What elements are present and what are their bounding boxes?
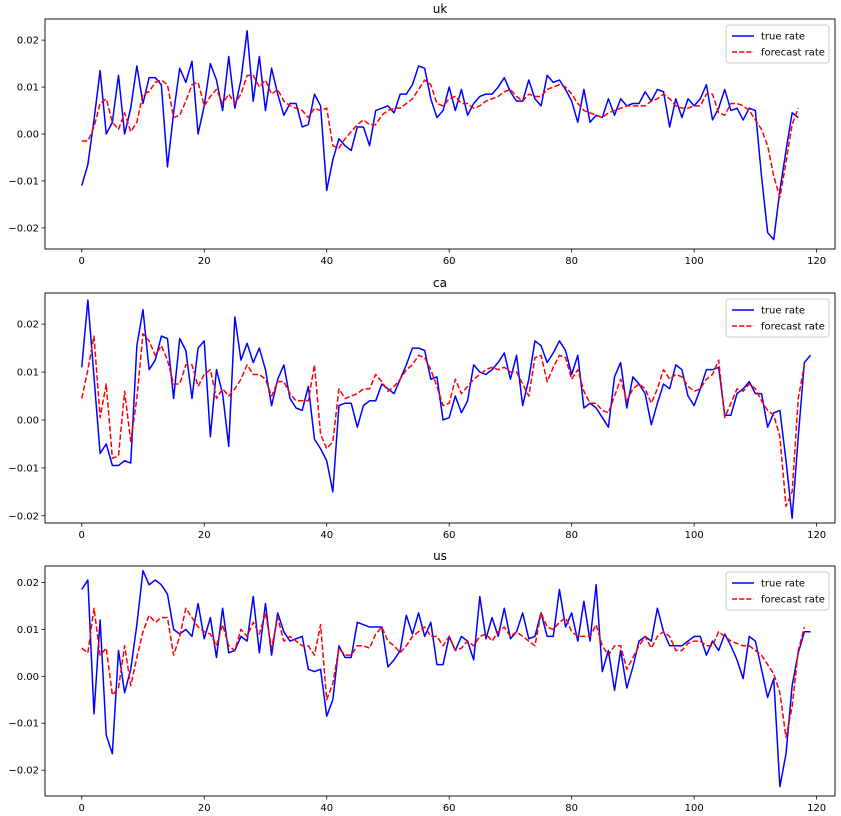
x-tick-label: 120 [807,256,826,267]
legend-label: forecast rate [761,322,825,333]
x-tick-label: 80 [565,803,578,814]
y-tick-label: 0.01 [17,368,39,379]
legend-label: true rate [761,32,805,43]
series-line-true-rate [81,569,811,788]
x-tick-label: 100 [685,256,704,267]
x-tick-label: 0 [79,256,85,267]
axes-frame [44,292,836,524]
x-tick-label: 80 [565,530,578,541]
y-tick-label: 0.01 [17,83,39,94]
series-line-true-rate [81,29,799,241]
series-line-forecast-rate [81,74,799,199]
subplot-us: us 0 20 40 60 80 100 120 −0.02 −0.01 0.00 0.01 0.02 t… [8,549,836,814]
legend: true rate forecast rate [725,24,830,64]
x-tick-label: 80 [565,256,578,267]
y-tick-label: −0.02 [8,766,39,777]
axes-frame [44,565,836,797]
chart-title: us [433,549,447,563]
y-tick-label: −0.01 [8,463,39,474]
series-line-forecast-rate [81,607,806,739]
x-tick-label: 0 [79,803,85,814]
x-tick-label: 100 [685,803,704,814]
y-tick-label: 0.01 [17,625,39,636]
legend-frame [725,24,830,64]
y-tick-label: −0.02 [8,511,39,522]
y-tick-label: 0.02 [17,320,39,331]
y-tick-label: −0.01 [8,176,39,187]
y-tick-label: 0.02 [17,578,39,589]
x-tick-label: 20 [198,256,211,267]
y-tick-label: 0.00 [17,415,39,426]
legend-frame [725,298,830,338]
series-line-true-rate [80,299,812,519]
x-tick-label: 0 [79,530,85,541]
x-tick-label: 20 [198,530,211,541]
legend-frame [725,571,830,611]
legend: true rate forecast rate [725,571,830,611]
y-tick-label: −0.01 [8,719,39,730]
y-tick-label: 0.00 [17,130,39,141]
plot-area [81,569,811,788]
axes-frame [44,18,836,250]
x-tick-label: 100 [685,530,704,541]
legend-label: true rate [761,579,805,590]
x-tick-label: 120 [807,803,826,814]
subplot-ca: ca 0 20 40 60 80 100 120 −0.02 −0.01 0.00 0.01 0.02 t… [8,276,836,541]
y-tick-label: 0.02 [17,36,39,47]
y-tick-label: −0.02 [8,223,39,234]
legend-label: forecast rate [761,595,825,606]
subplot-uk: uk 0 20 40 60 80 100 120 −0.02 −0.01 0.00 0.01 0.02 t… [8,2,836,267]
legend-label: true rate [761,306,805,317]
x-tick-label: 40 [320,256,333,267]
chart-title: uk [433,2,448,16]
x-tick-label: 40 [320,803,333,814]
x-tick-label: 20 [198,803,211,814]
x-tick-label: 60 [443,803,456,814]
legend: true rate forecast rate [725,298,830,338]
plot-area [80,299,812,519]
chart-title: ca [433,276,447,290]
x-tick-label: 60 [443,530,456,541]
series-line-forecast-rate [81,332,806,507]
x-tick-label: 120 [807,530,826,541]
legend-label: forecast rate [761,48,825,59]
x-tick-label: 60 [443,256,456,267]
plot-area [81,29,799,241]
y-tick-label: 0.00 [17,672,39,683]
x-tick-label: 40 [320,530,333,541]
